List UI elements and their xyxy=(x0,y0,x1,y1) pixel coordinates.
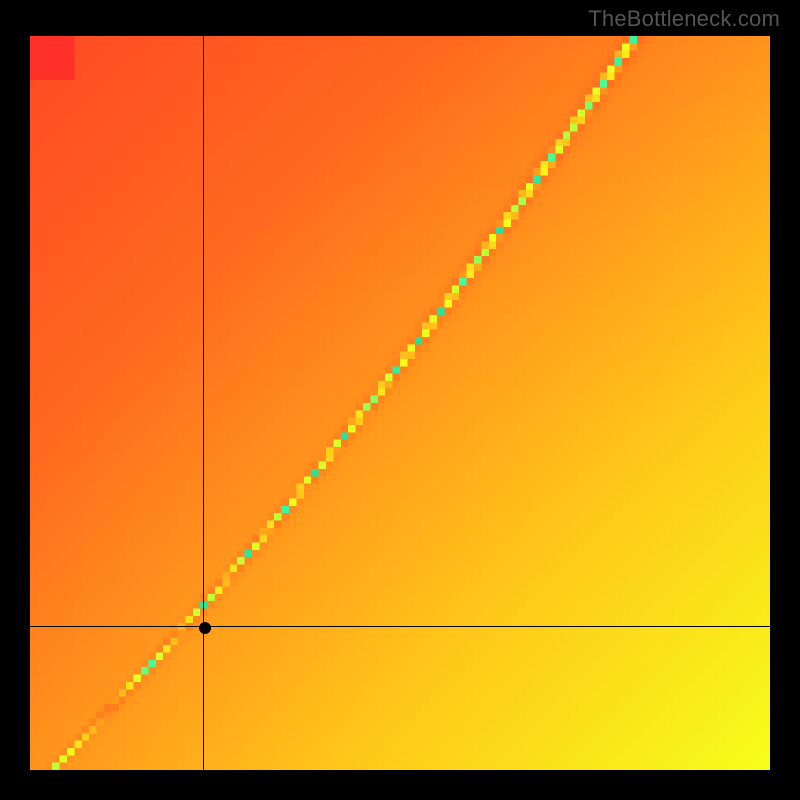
figure-container: TheBottleneck.com xyxy=(0,0,800,800)
heatmap-canvas xyxy=(30,36,770,770)
plot-area xyxy=(30,36,770,770)
watermark-text: TheBottleneck.com xyxy=(588,6,780,32)
